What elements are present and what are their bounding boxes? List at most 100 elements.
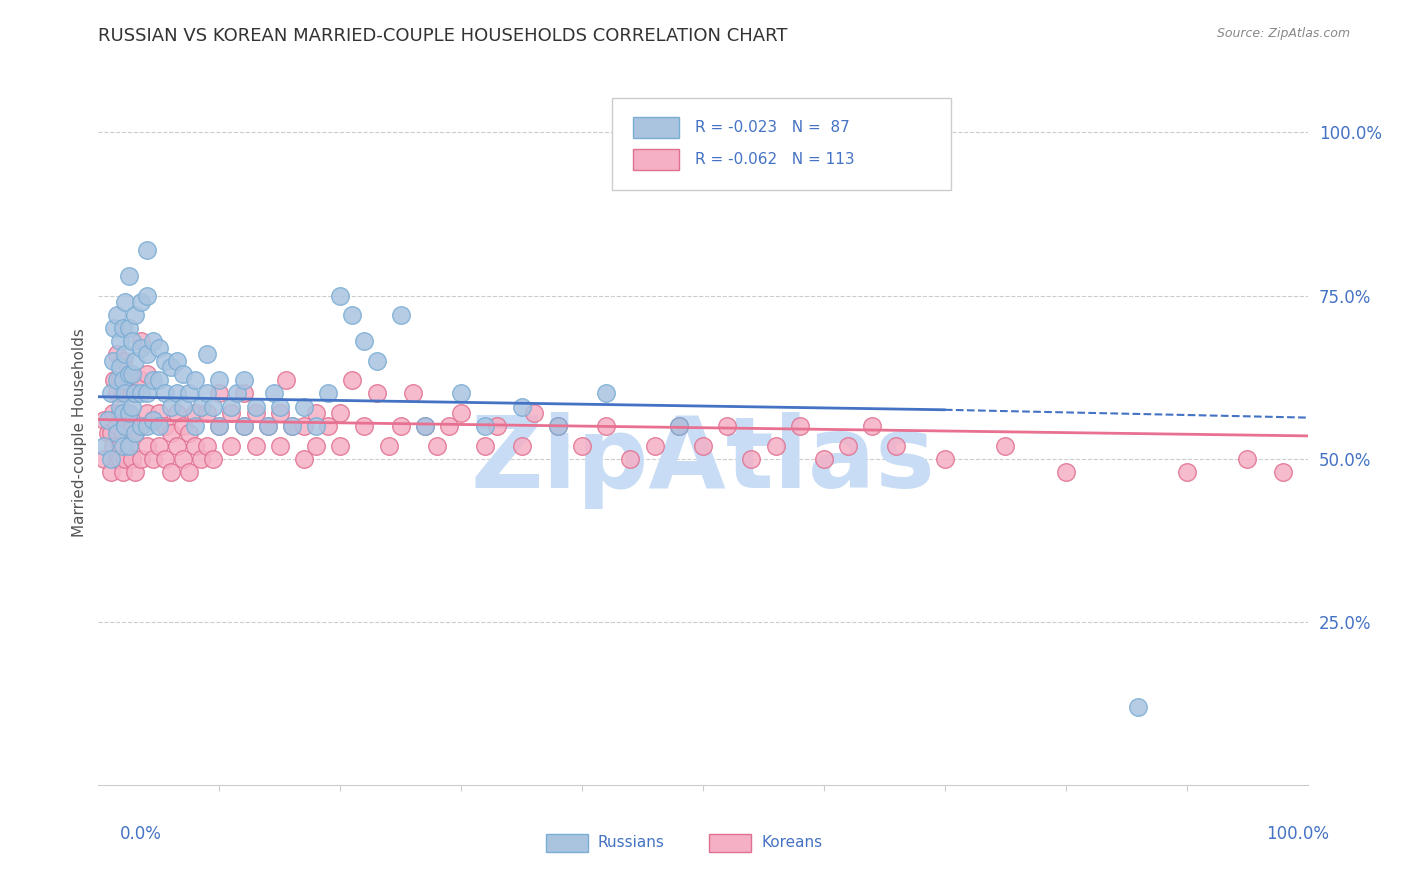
Point xyxy=(114,386,136,401)
Point xyxy=(245,400,267,414)
Point xyxy=(148,406,170,420)
Point xyxy=(114,419,136,434)
Point xyxy=(118,406,141,420)
Point xyxy=(413,419,436,434)
Point xyxy=(571,439,593,453)
Point xyxy=(184,439,207,453)
Point xyxy=(232,419,254,434)
Point xyxy=(153,451,176,466)
Point xyxy=(100,465,122,479)
Text: R = -0.023   N =  87: R = -0.023 N = 87 xyxy=(695,120,849,135)
Point xyxy=(105,386,128,401)
Point xyxy=(668,419,690,434)
Point xyxy=(93,439,115,453)
Point xyxy=(184,406,207,420)
Point xyxy=(256,419,278,434)
Point xyxy=(135,419,157,434)
Point xyxy=(172,400,194,414)
Point xyxy=(195,386,218,401)
Point xyxy=(426,439,449,453)
Point xyxy=(292,451,315,466)
Point xyxy=(329,406,352,420)
Point xyxy=(108,451,131,466)
Text: 0.0%: 0.0% xyxy=(120,825,162,843)
Point xyxy=(129,341,152,355)
Point xyxy=(142,412,165,426)
Point xyxy=(124,386,146,401)
Bar xyxy=(633,117,679,138)
Point xyxy=(142,373,165,387)
Point xyxy=(281,419,304,434)
Point xyxy=(172,367,194,381)
Point xyxy=(486,419,509,434)
Point xyxy=(274,373,297,387)
Point xyxy=(316,386,339,401)
Point xyxy=(329,439,352,453)
Point xyxy=(166,439,188,453)
Point xyxy=(195,406,218,420)
Point xyxy=(221,400,243,414)
Point xyxy=(105,425,128,440)
Point xyxy=(148,373,170,387)
Point xyxy=(450,406,472,420)
Point xyxy=(316,419,339,434)
Point xyxy=(93,451,115,466)
Point xyxy=(716,419,738,434)
Point xyxy=(342,308,364,322)
Point xyxy=(111,465,134,479)
Point xyxy=(153,354,176,368)
Point xyxy=(121,400,143,414)
Bar xyxy=(633,149,679,170)
Point xyxy=(135,347,157,361)
Point xyxy=(108,400,131,414)
Point xyxy=(269,406,291,420)
Point xyxy=(100,425,122,440)
Bar xyxy=(546,834,588,852)
Point xyxy=(366,386,388,401)
Point xyxy=(269,439,291,453)
Point xyxy=(190,400,212,414)
Point xyxy=(100,386,122,401)
Point xyxy=(105,347,128,361)
Point xyxy=(121,367,143,381)
Point xyxy=(108,406,131,420)
Point xyxy=(860,419,883,434)
Point xyxy=(160,400,183,414)
Point xyxy=(1128,699,1150,714)
Point xyxy=(166,354,188,368)
Point xyxy=(160,425,183,440)
Point xyxy=(135,367,157,381)
Point xyxy=(118,406,141,420)
Point xyxy=(105,451,128,466)
Point xyxy=(208,419,231,434)
Point xyxy=(245,439,267,453)
Point xyxy=(124,425,146,440)
Point xyxy=(108,360,131,375)
Point xyxy=(111,354,134,368)
Point xyxy=(195,439,218,453)
Point xyxy=(148,341,170,355)
Point xyxy=(208,386,231,401)
Point xyxy=(190,451,212,466)
Point xyxy=(129,386,152,401)
Point xyxy=(934,451,956,466)
Point xyxy=(129,295,152,310)
Point xyxy=(129,334,152,349)
Point xyxy=(619,451,641,466)
Point xyxy=(114,451,136,466)
Point xyxy=(114,347,136,361)
Point xyxy=(232,386,254,401)
Point xyxy=(100,451,122,466)
Point xyxy=(97,412,120,426)
Point xyxy=(166,406,188,420)
Point xyxy=(523,406,546,420)
Point xyxy=(160,465,183,479)
Point xyxy=(668,419,690,434)
Point xyxy=(111,321,134,335)
Point xyxy=(184,373,207,387)
Point xyxy=(644,439,666,453)
Point xyxy=(160,360,183,375)
Point xyxy=(256,419,278,434)
Point xyxy=(595,386,617,401)
Point xyxy=(1272,465,1295,479)
